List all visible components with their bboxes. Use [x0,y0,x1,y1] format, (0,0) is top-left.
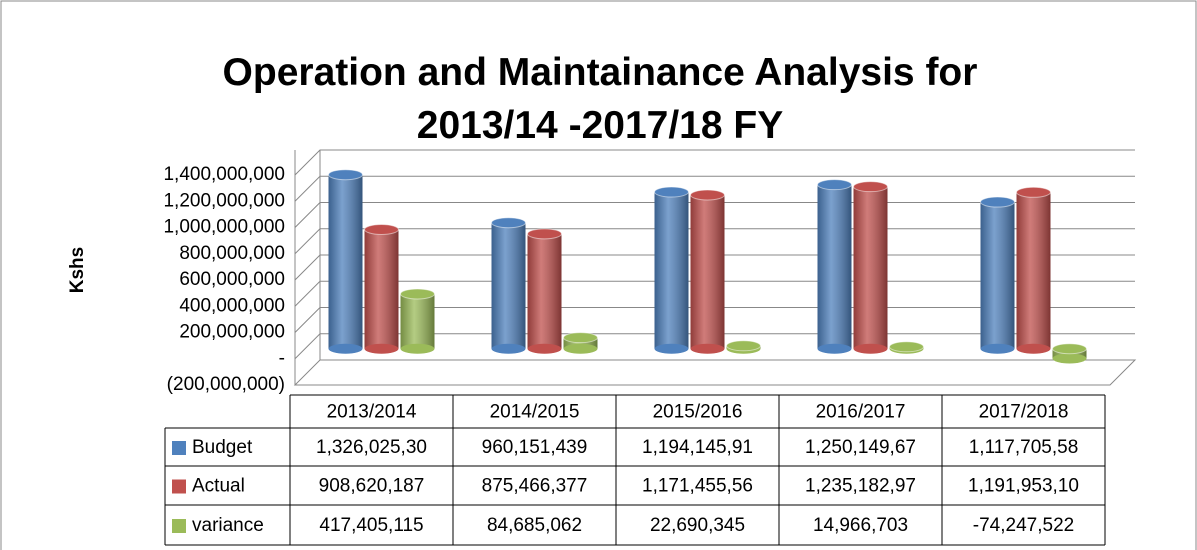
cylinder-base [853,343,888,354]
y-tick-label: (200,000,000) [167,374,285,395]
cylinder-top [563,332,598,344]
table-value: 22,690,345 [650,515,745,536]
table-value: 1,191,953,10 [968,476,1079,497]
chart-title: Operation and Maintainance Analysis for 2… [223,51,978,147]
cylinder-top [364,223,399,235]
cylinder-shade [654,192,689,349]
cylinder-top [527,228,562,240]
cylinder-shade [527,233,562,349]
cylinder-shade [364,229,399,349]
cylinder-base [328,343,363,354]
cylinder-base [400,343,435,354]
table-value: 875,466,377 [482,476,588,497]
cylinder-base [817,343,852,354]
legend-swatch [172,519,186,533]
cylinder-base [491,343,526,354]
y-tick-label: 400,000,000 [179,295,285,316]
y-tick-label: 600,000,000 [179,269,285,290]
cylinder-base [527,343,562,354]
cylinder-base [980,343,1015,354]
cylinder-top [889,341,924,353]
legend-label: Budget [192,437,253,458]
y-tick-label: 200,000,000 [179,322,285,343]
table-value: 1,194,145,91 [642,437,753,458]
cylinder-shade [491,222,526,349]
table-value: 1,235,182,97 [805,476,916,497]
y-axis-label: Kshs [67,247,88,293]
cylinder-top [853,181,888,193]
x-tick-label: 2013/2014 [327,402,417,423]
cylinder-shade [853,186,888,349]
cylinder-base [1016,343,1051,354]
cylinder-top [690,189,725,201]
cylinder-top [654,186,689,198]
table-value: 1,250,149,67 [805,437,916,458]
cylinder-shade [563,337,598,349]
x-tick-label: 2015/2016 [653,402,743,423]
cylinder-shade [690,194,725,349]
y-tick-label: 1,000,000,000 [163,217,285,238]
cylinder-top [726,340,761,352]
table-value: 14,966,703 [813,515,908,536]
cylinder-shade [328,174,363,349]
cylinder-top [400,288,435,300]
y-tick-label: 1,200,000,000 [163,190,285,211]
cylinder-shade [1016,192,1051,349]
cylinder-top [817,179,852,191]
grid-line [294,149,1135,176]
y-tick-label: - [279,348,285,369]
floor [293,359,1137,386]
legend-label: Actual [192,476,245,497]
table-value: 1,117,705,58 [969,437,1079,458]
y-tick-label: 1,400,000,000 [163,164,285,185]
cylinder-top [328,169,363,181]
cylinder-base [690,343,725,354]
x-tick-label: 2014/2015 [490,402,580,423]
y-tick-label: 800,000,000 [179,243,285,264]
table-value: 417,405,115 [319,515,423,536]
cylinder-shade [817,184,852,349]
table-value: 84,685,062 [487,515,582,536]
cylinder-base [563,343,598,354]
table-value: 908,620,187 [319,476,425,497]
legend-label: variance [192,515,264,536]
table-value: 1,171,455,56 [642,476,753,497]
table-value: 1,326,025,30 [316,437,427,458]
cylinder-base [364,343,399,354]
table-value: 960,151,439 [482,437,588,458]
cylinder-shade [980,202,1015,349]
legend-swatch [172,441,186,455]
legend-swatch [172,479,186,494]
x-tick-label: 2017/2018 [979,402,1069,423]
cylinder-top [980,196,1015,208]
cylinder-shade [400,293,435,349]
cylinder-base [1052,353,1087,364]
cylinder-top [1016,186,1051,198]
table-value: -74,247,522 [973,515,1074,536]
cylinder-top [1052,343,1087,355]
cylinder-top [491,217,526,229]
x-tick-label: 2016/2017 [816,402,906,423]
cylinder-base [654,343,689,354]
